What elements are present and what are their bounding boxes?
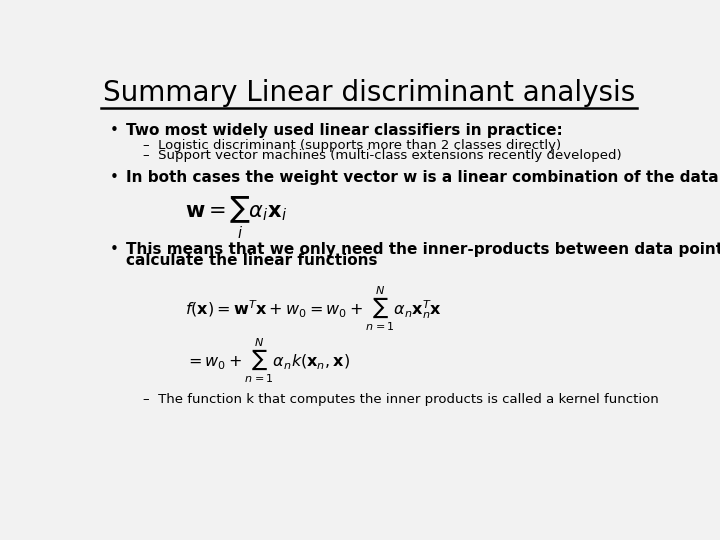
Text: Summary Linear discriminant analysis: Summary Linear discriminant analysis — [103, 79, 635, 107]
Text: •: • — [109, 170, 118, 185]
Text: •: • — [109, 123, 118, 138]
Text: $f(\mathbf{x}) = \mathbf{w}^T\mathbf{x} + w_0 = w_0 + \sum_{n=1}^{N} \alpha_n \m: $f(\mathbf{x}) = \mathbf{w}^T\mathbf{x} … — [185, 284, 442, 333]
Text: Two most widely used linear classifiers in practice:: Two most widely used linear classifiers … — [126, 123, 563, 138]
Text: •: • — [109, 241, 118, 256]
Text: In both cases the weight vector w is a linear combination of the data points: In both cases the weight vector w is a l… — [126, 170, 720, 185]
Text: calculate the linear functions: calculate the linear functions — [126, 253, 378, 268]
Text: This means that we only need the inner-products between data points to: This means that we only need the inner-p… — [126, 241, 720, 256]
Text: $\mathbf{w} = \sum_i \alpha_i \mathbf{x}_i$: $\mathbf{w} = \sum_i \alpha_i \mathbf{x}… — [185, 195, 287, 241]
Text: –  Logistic discriminant (supports more than 2 classes directly): – Logistic discriminant (supports more t… — [143, 139, 561, 152]
Text: –  Support vector machines (multi-class extensions recently developed): – Support vector machines (multi-class e… — [143, 149, 621, 162]
Text: –  The function k that computes the inner products is called a kernel function: – The function k that computes the inner… — [143, 393, 659, 406]
Text: $= w_0 + \sum_{n=1}^{N} \alpha_n k(\mathbf{x}_n, \mathbf{x})$: $= w_0 + \sum_{n=1}^{N} \alpha_n k(\math… — [185, 336, 350, 384]
